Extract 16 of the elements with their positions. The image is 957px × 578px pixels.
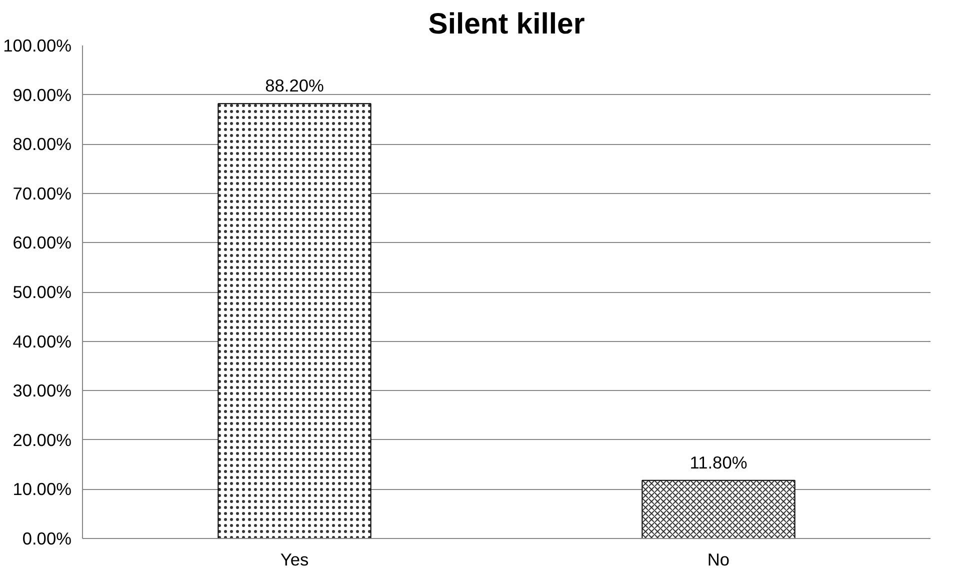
y-tick-label: 10.00%: [12, 479, 72, 500]
x-tick-label: Yes: [280, 550, 309, 570]
y-tick-label: 50.00%: [12, 282, 72, 302]
data-label: 88.20%: [265, 76, 324, 96]
y-tick-label: 20.00%: [12, 430, 72, 450]
y-tick-label: 60.00%: [12, 232, 72, 253]
chart-title: Silent killer: [428, 8, 585, 40]
x-tick-label: No: [707, 550, 730, 570]
y-tick-label: 90.00%: [12, 84, 72, 105]
y-tick-label: 70.00%: [12, 183, 72, 204]
y-tick-label: 40.00%: [12, 331, 72, 352]
y-tick-label: 100.00%: [3, 36, 72, 56]
y-tick-label: 0.00%: [22, 528, 72, 548]
y-tick-label: 80.00%: [12, 134, 72, 154]
data-label: 11.80%: [690, 452, 748, 472]
y-tick-label: 30.00%: [12, 380, 72, 401]
